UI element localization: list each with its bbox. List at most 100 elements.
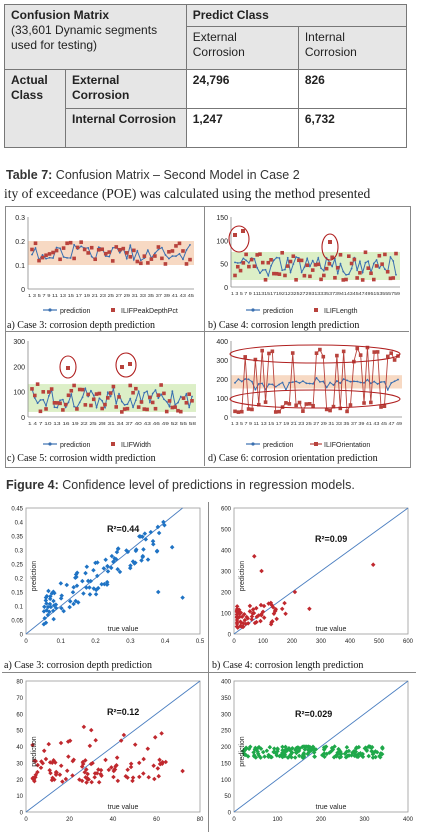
- y-tick-label: 0: [224, 415, 228, 422]
- prediction-point: [151, 392, 154, 395]
- actual-marker: [380, 262, 384, 266]
- actual-marker: [69, 388, 74, 393]
- actual-marker: [372, 350, 377, 354]
- prediction-point: [73, 243, 76, 246]
- scatter-point: [125, 767, 130, 773]
- body-text-line: ity of exceedance (POE) was calculated u…: [4, 186, 371, 201]
- actual-marker: [30, 387, 34, 391]
- actual-marker: [302, 273, 307, 278]
- scatter-point: [106, 767, 112, 773]
- scatter-point: [145, 557, 151, 562]
- legend-label: ILIFWidth: [121, 442, 151, 449]
- actual-marker: [319, 277, 323, 282]
- prediction-point: [302, 380, 304, 383]
- prediction-point: [234, 261, 236, 264]
- actual-marker: [136, 405, 141, 409]
- prediction-point: [259, 272, 261, 275]
- scatter-point: [258, 618, 263, 624]
- legend-label: prediction: [60, 442, 90, 449]
- divider: [2, 672, 416, 673]
- scatter-point: [362, 746, 368, 751]
- prediction-point: [342, 378, 345, 380]
- y-tick-label: 0.15: [11, 591, 23, 597]
- legend-marker: [48, 308, 52, 312]
- prediction-point: [268, 383, 270, 386]
- scatter-point: [338, 754, 344, 760]
- scatter-point: [92, 774, 97, 780]
- prediction-point: [318, 380, 321, 383]
- actual-marker: [280, 250, 284, 255]
- prediction-point: [56, 406, 59, 409]
- scatter-point: [125, 549, 131, 555]
- actual-marker: [322, 273, 326, 278]
- y-tick-label: 0.3: [15, 549, 24, 555]
- actual-marker: [184, 400, 189, 405]
- prediction-point: [272, 259, 275, 262]
- prediction-point: [317, 256, 320, 259]
- prediction-point: [336, 272, 339, 275]
- actual-marker: [304, 402, 309, 406]
- actual-marker: [30, 247, 34, 252]
- prediction-point: [322, 269, 325, 272]
- scatter-point: [132, 742, 138, 747]
- scatter-point: [66, 754, 71, 759]
- y-tick-label: 0: [20, 633, 24, 639]
- scatter-point: [53, 770, 59, 776]
- scatter-point: [70, 773, 75, 778]
- actual-marker: [187, 392, 191, 396]
- scatter-point: [155, 766, 161, 771]
- y-tick-label: 0: [224, 285, 228, 292]
- scatter-point: [136, 760, 142, 766]
- prediction-point: [375, 259, 378, 261]
- prediction-point: [81, 396, 84, 399]
- y-axis-label: prediction: [239, 736, 246, 766]
- r-squared-annotation: R²=0.029: [295, 709, 332, 719]
- scatter-point: [264, 748, 270, 754]
- prediction-point: [64, 406, 67, 409]
- actual-marker: [82, 247, 87, 252]
- scatter-point: [41, 748, 47, 754]
- scatter-point: [260, 749, 266, 755]
- actual-marker: [134, 386, 138, 391]
- prediction-point: [257, 383, 260, 385]
- actual-marker: [291, 254, 296, 259]
- plot-area: [233, 680, 409, 813]
- scatter-point: [243, 752, 249, 758]
- y-tick-label: 50: [220, 262, 228, 269]
- actual-marker: [363, 250, 368, 255]
- table7-caption: Table 7: Confusion Matrix – Second Model…: [6, 168, 300, 182]
- scatter-point: [275, 746, 280, 751]
- scatter-point: [152, 776, 157, 782]
- actual-marker: [324, 266, 329, 271]
- prediction-point: [53, 406, 56, 409]
- actual-marker: [83, 403, 88, 407]
- scatter-point: [145, 746, 151, 752]
- actual-marker: [233, 273, 237, 278]
- y-tick-label: 200: [216, 377, 228, 384]
- chart-bottom-b: 0 100 200 300 400 500 600 0 100 200 300 400 500 600 R²…: [221, 507, 414, 646]
- prediction-point: [139, 259, 142, 262]
- chart-top-c: 0 100 200 300 1 4 7 10 13 16 19 22 25 28 31 …: [13, 339, 197, 449]
- prediction-point: [174, 403, 177, 406]
- prediction-point: [270, 264, 272, 267]
- x-tick-label: 500: [374, 639, 385, 645]
- scatter-point: [81, 724, 87, 730]
- scatter-point: [87, 743, 93, 749]
- y-tick-label: 300: [221, 570, 232, 576]
- highlight-circle: [115, 352, 137, 378]
- prediction-point: [52, 257, 54, 259]
- actual-marker: [328, 240, 332, 244]
- scatter-point: [274, 616, 279, 622]
- x-tick-labels: 1 3 5 7 9 11 13 15 17 19 21 23 25 27 29 …: [231, 421, 403, 426]
- prediction-point: [383, 268, 386, 271]
- actual-marker: [328, 408, 332, 413]
- scatter-point: [259, 611, 264, 617]
- actual-marker: [258, 252, 262, 256]
- scatter-point: [67, 604, 72, 610]
- prediction-point: [185, 392, 188, 395]
- actual-marker: [114, 405, 119, 409]
- actual-marker: [266, 260, 271, 265]
- actual-marker: [348, 403, 353, 407]
- actual-marker: [388, 276, 393, 281]
- scatter-point: [157, 757, 162, 763]
